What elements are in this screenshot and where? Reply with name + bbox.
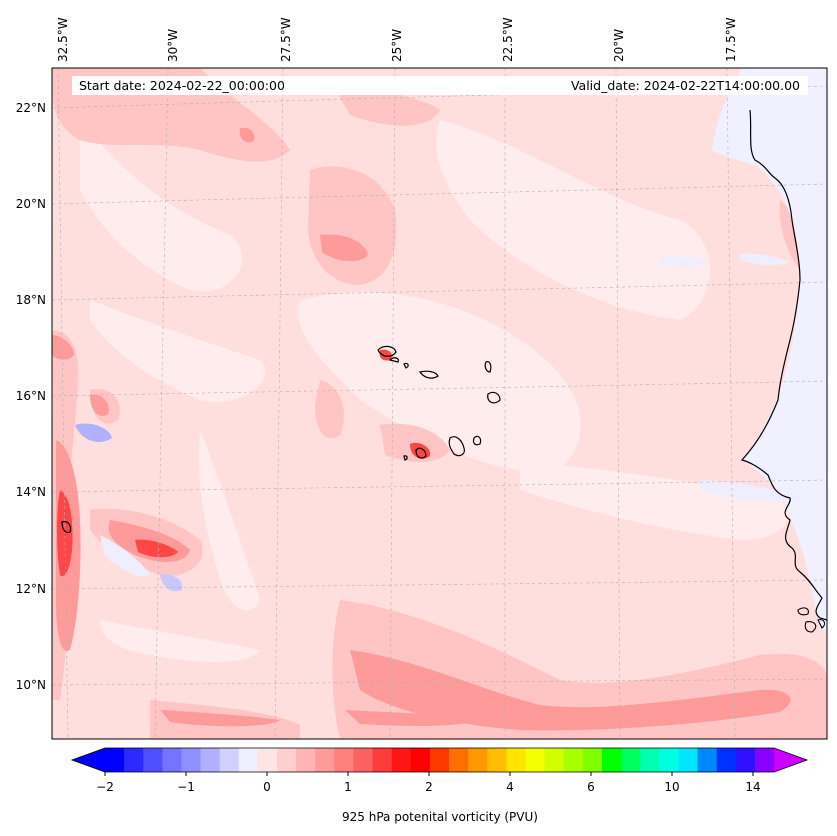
lat-label: 10°N: [16, 678, 46, 692]
colorbar-cell: [735, 748, 756, 772]
colorbar-label: 925 hPa potenital vorticity (PVU): [342, 810, 538, 824]
africa-land: [712, 68, 827, 630]
map-frame: [51, 67, 828, 740]
colorbar-cell: [621, 748, 641, 772]
start-date-label: Start date: 2024-02-22_00:00:00: [79, 78, 285, 93]
colorbar: −2 −1 0 1 2 4 6 10 14 925 hPa potenital …: [70, 747, 809, 824]
colorbar-cell: [678, 748, 698, 772]
colorbar-tick-label: −1: [177, 780, 195, 794]
colorbar-cell: [391, 748, 412, 772]
lat-label: 18°N: [16, 293, 46, 307]
colorbar-ticks: −2 −1 0 1 2 4 6 10 14: [96, 772, 761, 794]
lon-label: 20°W: [612, 29, 626, 62]
colorbar-extend-low: [72, 748, 105, 772]
marker-outline: [61, 521, 72, 534]
valid-date-label: Valid_date: 2024-02-22T14:00:00.00: [571, 78, 800, 93]
colorbar-cell: [544, 748, 565, 772]
latitude-labels: 22°N 20°N 18°N 16°N 14°N 12°N 10°N: [16, 101, 46, 692]
lat-label: 22°N: [16, 101, 46, 115]
colorbar-tick-label: −2: [96, 780, 114, 794]
colorbar-cells: [105, 748, 775, 772]
colorbar-cell: [257, 748, 278, 772]
lon-label: 22.5°W: [501, 17, 515, 62]
colorbar-cell: [200, 748, 221, 772]
africa-coastline: [740, 109, 827, 621]
colorbar-cell: [372, 748, 393, 772]
colorbar-cell: [296, 748, 316, 772]
lon-label: 30°W: [166, 29, 180, 62]
pv-field: [52, 68, 827, 739]
lon-label: 17.5°W: [724, 17, 738, 62]
colorbar-cell: [124, 748, 144, 772]
colorbar-cell: [238, 748, 259, 772]
longitude-labels: 32.5°W 30°W 27.5°W 25°W 22.5°W 20°W 17.5…: [56, 17, 738, 62]
colorbar-tick-label: 6: [587, 780, 595, 794]
colorbar-cell: [219, 748, 240, 772]
lat-label: 14°N: [16, 485, 46, 499]
colorbar-tick-label: 0: [263, 780, 271, 794]
cape-verde-islands: [377, 345, 501, 461]
colorbar-cell: [563, 748, 584, 772]
colorbar-tick-label: 10: [664, 780, 679, 794]
lon-label: 27.5°W: [279, 17, 293, 62]
colorbar-cell: [315, 748, 335, 772]
pv-light-patches: [80, 120, 788, 662]
lon-label: 32.5°W: [56, 17, 70, 62]
colorbar-cell: [334, 748, 354, 772]
colorbar-tick-label: 1: [344, 780, 352, 794]
colorbar-cell: [410, 748, 431, 772]
colorbar-cell: [162, 748, 182, 772]
colorbar-cell: [754, 748, 775, 772]
colorbar-cell: [582, 748, 603, 772]
colorbar-cell: [640, 748, 660, 772]
colorbar-cell: [659, 748, 679, 772]
colorbar-cell: [449, 748, 469, 772]
pv-cores: [57, 349, 431, 577]
colorbar-cell: [143, 748, 163, 772]
graticule: [52, 68, 827, 739]
colorbar-cell: [506, 748, 526, 772]
colorbar-cell: [525, 748, 546, 772]
colorbar-cell: [487, 748, 507, 772]
colorbar-tick-label: 14: [745, 780, 760, 794]
colorbar-cell: [277, 748, 297, 772]
colorbar-tick-label: 4: [506, 780, 514, 794]
coastal-islands: [797, 607, 826, 633]
lat-label: 12°N: [16, 582, 46, 596]
colorbar-cell: [181, 748, 201, 772]
colorbar-cell: [468, 748, 488, 772]
colorbar-tick-label: 2: [425, 780, 433, 794]
colorbar-cell: [353, 748, 373, 772]
lat-label: 20°N: [16, 197, 46, 211]
lat-label: 16°N: [16, 389, 46, 403]
pv-negative-patches: [75, 423, 183, 592]
colorbar-cell: [601, 748, 622, 772]
colorbar-cell: [697, 748, 718, 772]
header-banner: [72, 76, 808, 95]
colorbar-cell: [429, 748, 450, 772]
colorbar-cell: [105, 748, 125, 772]
lon-label: 25°W: [390, 29, 404, 62]
colorbar-cell: [716, 748, 737, 772]
colorbar-extend-high: [774, 748, 807, 772]
